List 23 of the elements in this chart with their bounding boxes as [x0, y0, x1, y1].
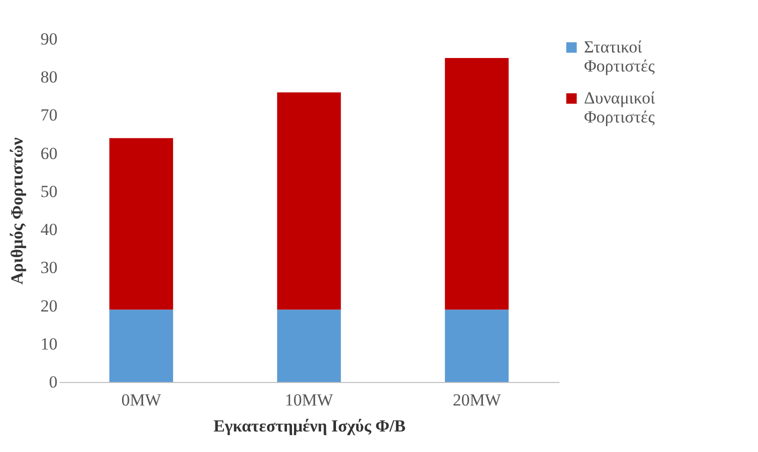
- y-axis-title: Αριθμός Φορτιστών: [8, 137, 26, 284]
- y-tick-label: 30: [40, 258, 58, 278]
- bar: [109, 310, 174, 382]
- y-tick-label: 60: [40, 144, 58, 163]
- bar: [109, 138, 174, 310]
- legend-label: Στατικοί Φορτιστές: [584, 38, 655, 76]
- y-tick-label: 20: [40, 296, 58, 316]
- x-tick-label: 10MW: [284, 390, 334, 410]
- legend-label: Δυναμικοί Φορτιστές: [584, 88, 656, 126]
- bar: [444, 58, 509, 310]
- y-tick-label: 90: [40, 30, 58, 48]
- y-tick-label: 70: [40, 106, 58, 125]
- y-tick-label: 80: [40, 68, 58, 87]
- y-tick-label: 40: [40, 220, 58, 240]
- x-tick-label: 20MW: [452, 390, 502, 410]
- y-tick-label: 50: [40, 182, 58, 201]
- y-tick-label: 10: [40, 334, 58, 354]
- bar: [277, 310, 341, 382]
- x-axis-title: Εγκατεστημένη Ισχύς Φ/Β: [213, 416, 406, 436]
- x-tick-label: 0MW: [121, 390, 162, 410]
- bar: [277, 92, 341, 310]
- bar: [444, 310, 509, 382]
- y-tick-label: 0: [49, 372, 58, 392]
